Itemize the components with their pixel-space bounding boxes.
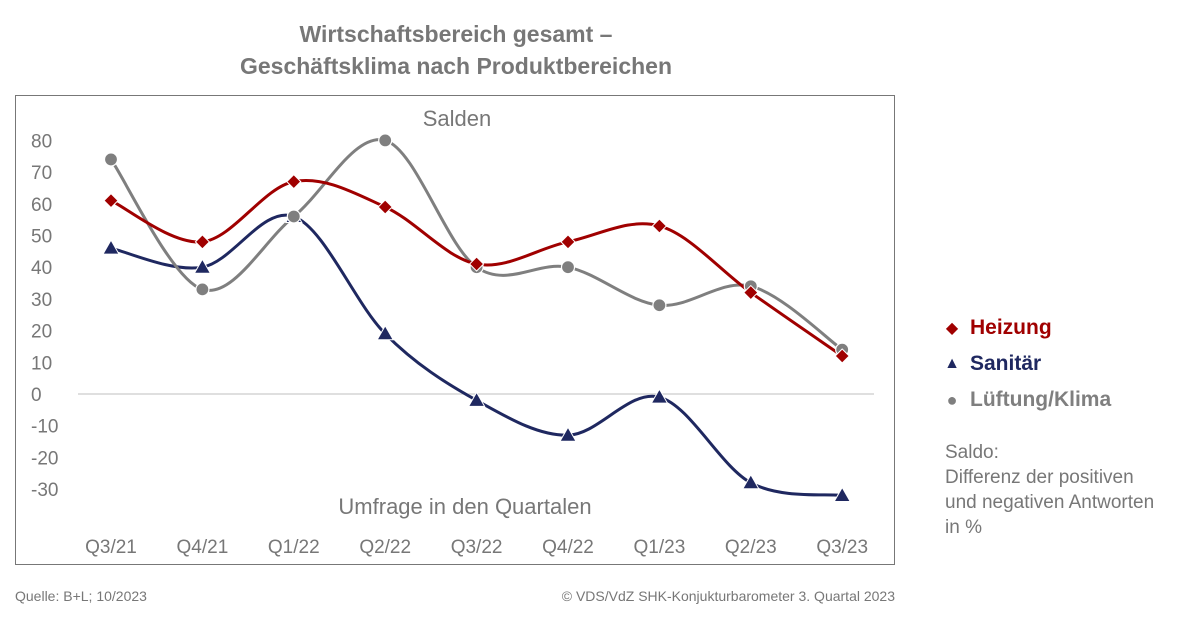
x-tick-label: Q4/21 xyxy=(177,537,229,558)
data-point-sanitaer xyxy=(193,258,212,274)
y-tick-label: 10 xyxy=(31,353,52,374)
note-line: Differenz der positiven xyxy=(945,467,1134,488)
data-point-sanitaer xyxy=(741,473,760,490)
line-chart: 80 70 60 50 40 30 20 10 0 -10 -20 -30 Q3/21 Q4/21 Q1/2… xyxy=(31,106,874,558)
triangle-marker-icon: ▲ xyxy=(944,355,960,372)
note-line: und negativen Antworten xyxy=(945,492,1155,513)
y-tick-label: -20 xyxy=(31,448,58,469)
source-text: Quelle: B+L; 10/2023 xyxy=(15,588,147,604)
data-point-sanitaer xyxy=(650,388,669,404)
x-tick-label: Q1/23 xyxy=(634,537,686,558)
data-point-heizung xyxy=(834,348,850,364)
data-point-lueftung xyxy=(378,133,393,148)
y-tick-label: 60 xyxy=(31,195,52,216)
data-point-heizung xyxy=(560,234,576,250)
data-point-sanitaer xyxy=(102,239,120,255)
y-tick-label: 80 xyxy=(31,131,52,152)
circle-marker-icon: ● xyxy=(946,389,958,410)
chart-frame: 80 70 60 50 40 30 20 10 0 -10 -20 -30 Q3/21 Q4/21 Q1/2… xyxy=(15,95,895,565)
data-point-lueftung xyxy=(195,282,210,297)
data-point-sanitaer xyxy=(559,426,577,442)
x-tick-label: Q3/21 xyxy=(85,537,137,558)
y-tick-label: -10 xyxy=(31,417,58,438)
data-point-heizung xyxy=(286,173,302,190)
y-tick-label: 50 xyxy=(31,227,52,248)
note-line: Saldo: xyxy=(945,442,999,463)
data-point-heizung xyxy=(103,192,119,209)
legend-item-lueftung: ● Lüftung/Klima xyxy=(940,382,1112,418)
x-axis-label: Umfrage in den Quartalen xyxy=(338,494,591,519)
diamond-marker-icon: ◆ xyxy=(945,320,959,337)
data-point-lueftung xyxy=(560,260,576,275)
legend-label: Sanitär xyxy=(970,352,1042,375)
legend-item-heizung: ◆ Heizung xyxy=(940,310,1111,346)
annotation-salden: Salden xyxy=(423,106,492,131)
x-tick-label: Q1/22 xyxy=(268,537,320,558)
x-tick-label: Q3/22 xyxy=(451,537,503,558)
data-point-heizung xyxy=(468,256,485,272)
copyright-text: © VDS/VdZ SHK-Konjukturbarometer 3. Quar… xyxy=(561,588,895,604)
data-point-heizung xyxy=(194,234,211,250)
data-point-lueftung xyxy=(652,298,667,313)
x-tick-label: Q2/22 xyxy=(359,537,411,558)
note-line: in % xyxy=(945,517,982,538)
title-line-2: Geschäftsklima nach Produktbereichen xyxy=(239,53,673,79)
data-point-sanitaer xyxy=(833,486,852,502)
saldo-note: Saldo: Differenz der positiven und negat… xyxy=(945,440,1195,540)
legend-label: Heizung xyxy=(970,316,1052,339)
y-tick-label: 20 xyxy=(31,322,52,343)
chart-title: Wirtschaftsbereich gesamt – Geschäftskli… xyxy=(15,18,897,82)
title-line-1: Wirtschaftsbereich gesamt – xyxy=(299,21,613,47)
y-tick-label: 0 xyxy=(31,385,42,406)
data-point-heizung xyxy=(743,284,759,301)
data-point-heizung xyxy=(377,199,393,215)
legend-label: Lüftung/Klima xyxy=(970,388,1112,411)
data-point-heizung xyxy=(651,218,668,234)
y-tick-label: 30 xyxy=(31,290,52,311)
data-point-lueftung xyxy=(103,152,119,167)
y-tick-label: 40 xyxy=(31,258,52,279)
data-point-lueftung xyxy=(286,209,301,224)
legend-item-sanitaer: ▲ Sanitär xyxy=(940,346,1111,382)
data-point-sanitaer xyxy=(376,324,395,341)
data-point-sanitaer xyxy=(467,391,486,407)
x-tick-label: Q3/23 xyxy=(816,537,868,558)
y-tick-label: -30 xyxy=(31,480,58,501)
series-line-lueftung xyxy=(109,138,844,351)
legend: ◆ Heizung ▲ Sanitär ● Lüftung/Klima xyxy=(940,310,1111,418)
x-tick-label: Q4/22 xyxy=(542,537,594,558)
x-tick-label: Q2/23 xyxy=(725,537,777,558)
y-tick-label: 70 xyxy=(31,163,52,184)
